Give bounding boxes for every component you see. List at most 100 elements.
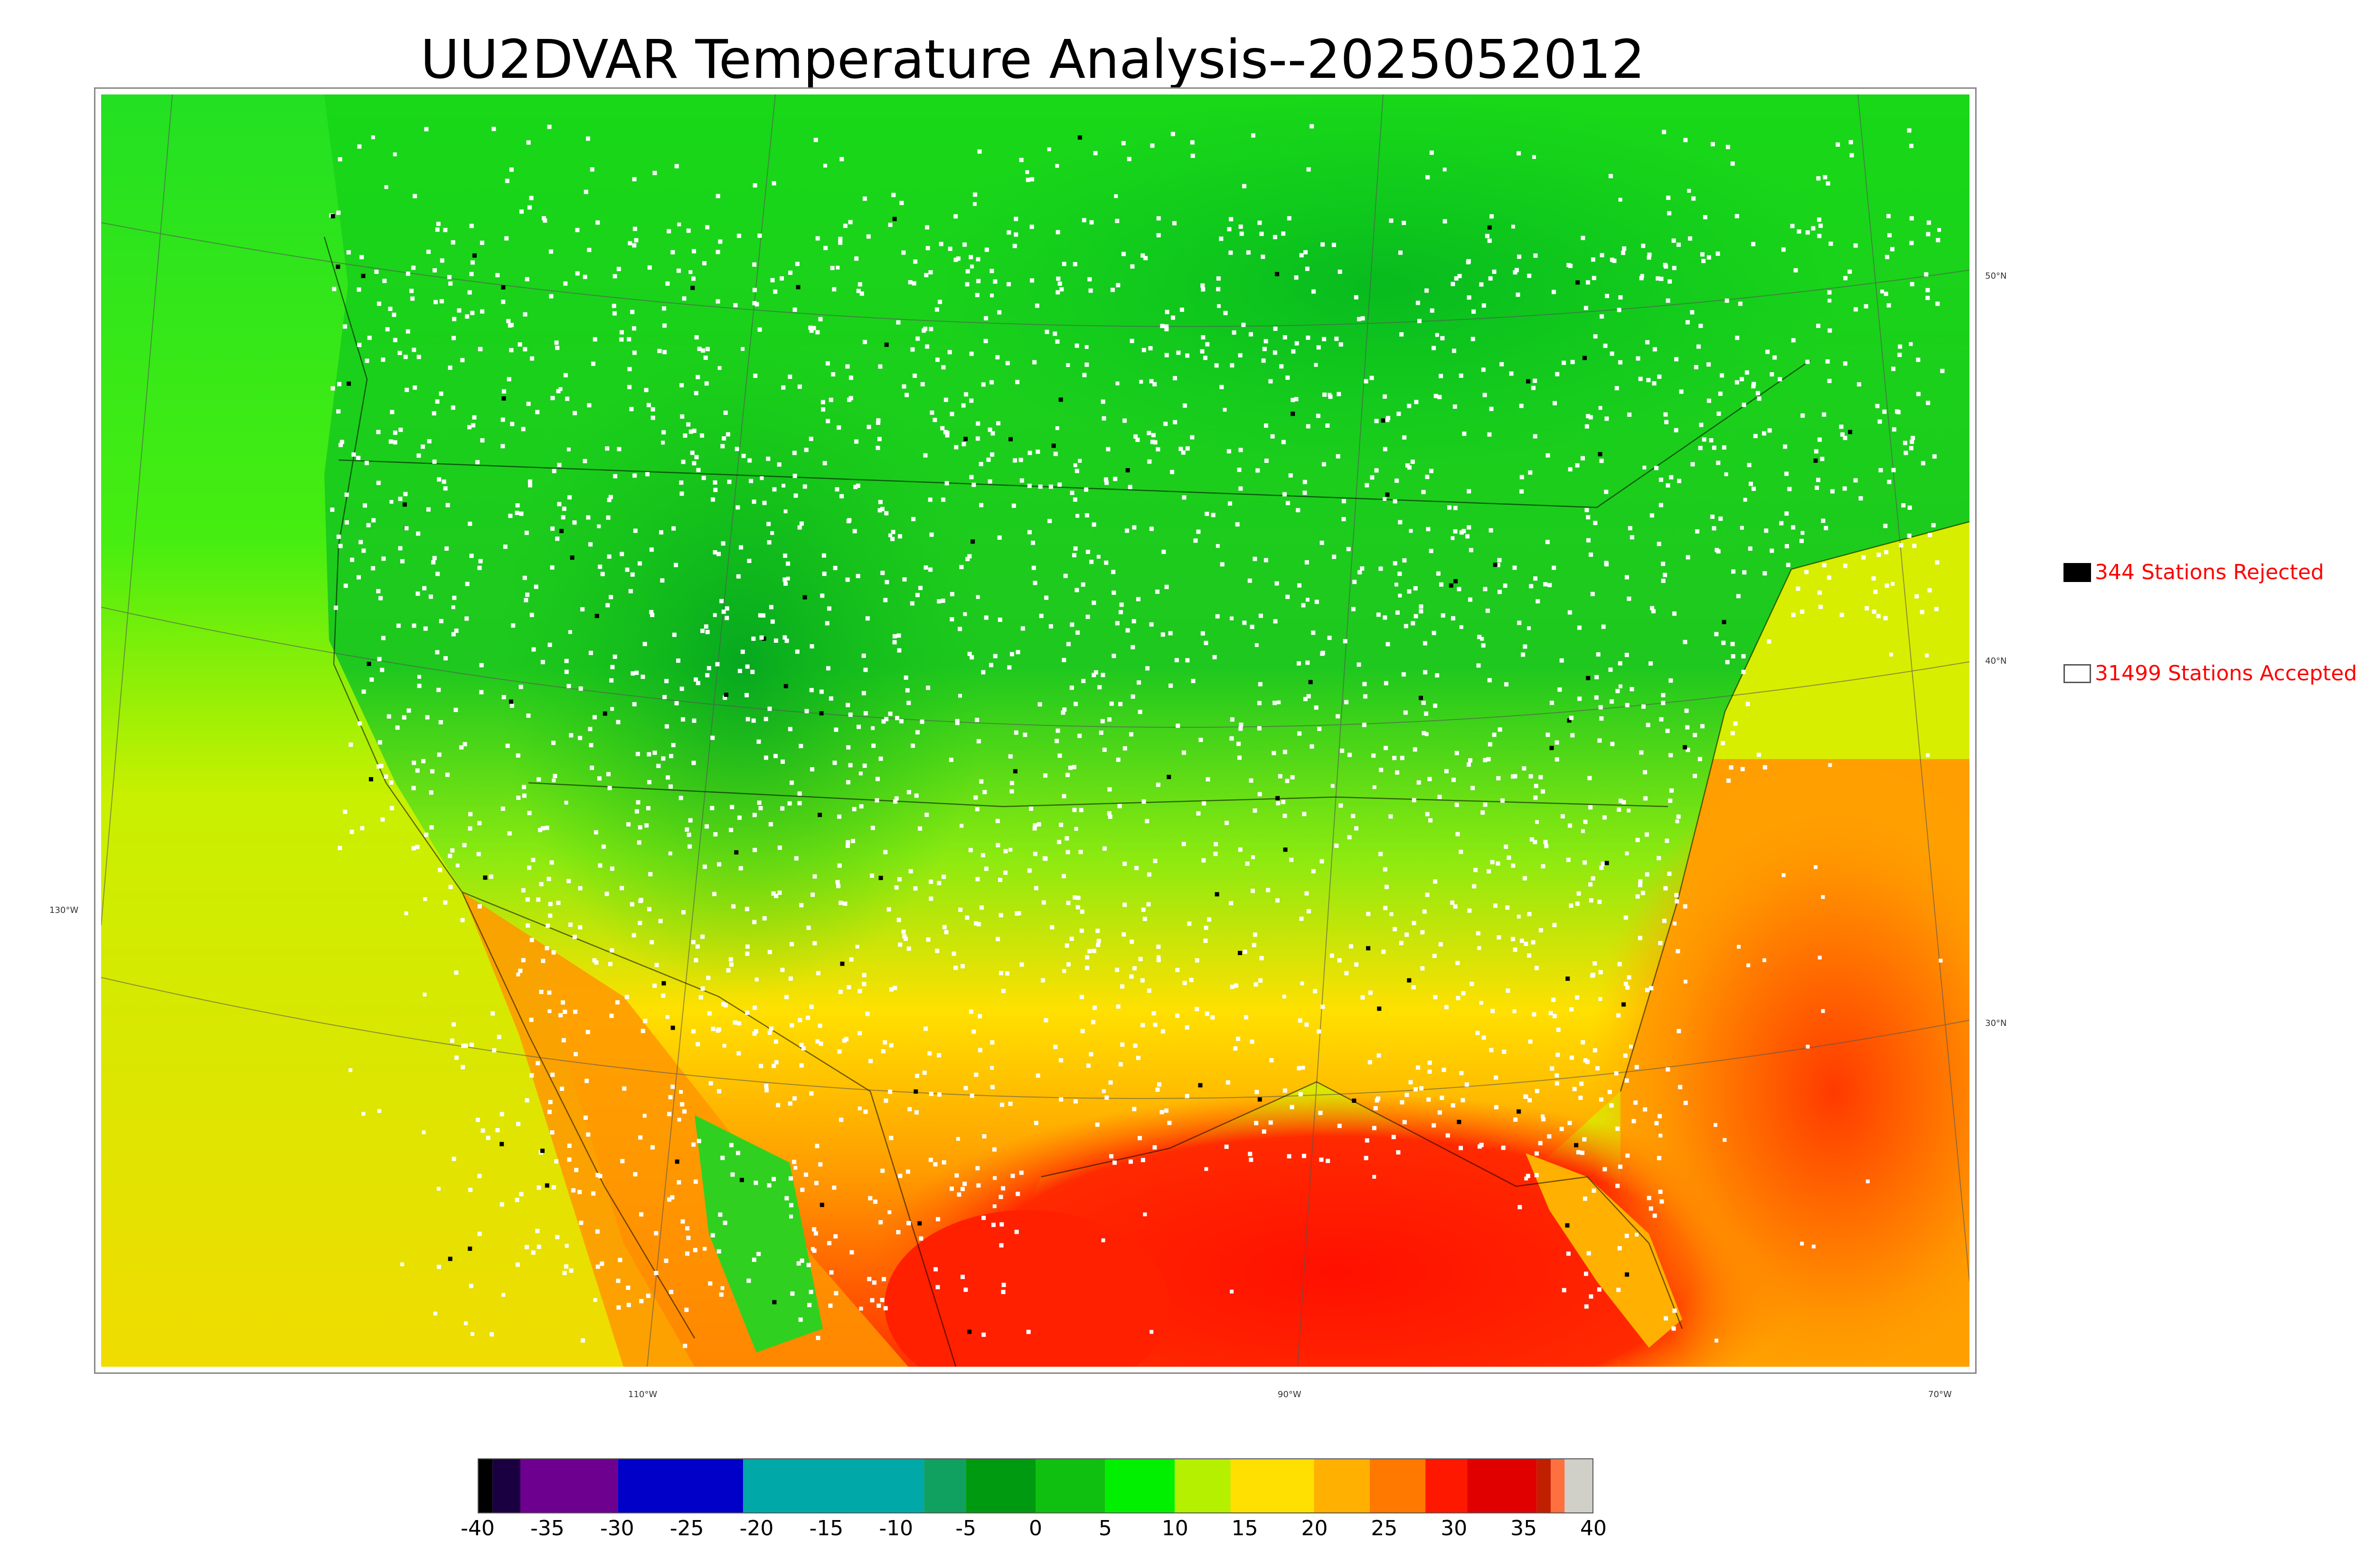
station-accepted [896,320,901,325]
station-accepted [914,793,919,798]
station-accepted [1185,1025,1189,1030]
station-accepted [600,572,605,576]
accepted-label: 31499 Stations Accepted [2095,661,2357,685]
station-accepted [519,209,524,214]
station-accepted [1479,282,1484,287]
station-accepted [961,1187,965,1192]
station-accepted [451,240,455,245]
station-accepted [846,840,850,845]
station-accepted [557,462,562,467]
station-accepted [1238,847,1243,852]
station-accepted [713,550,717,554]
station-accepted [929,879,933,884]
temperature-map [101,94,1969,1367]
station-accepted [713,613,717,617]
station-accepted [1072,553,1076,557]
station-accepted [1498,590,1502,594]
station-accepted [1451,1103,1455,1108]
station-accepted [1121,932,1126,937]
station-accepted [839,494,844,498]
station-accepted [792,1160,797,1164]
station-accepted [428,594,433,599]
map-panel[interactable]: 130°W 110°W 90°W 70°W 50°N 40°N 30°N [49,87,2007,1399]
colorbar-tick-label: -10 [879,1516,914,1540]
station-accepted [981,670,986,675]
station-accepted [1065,943,1069,948]
station-accepted [1440,1096,1444,1100]
station-accepted [1268,1120,1273,1125]
station-accepted [1413,614,1418,619]
station-accepted [1533,795,1538,800]
station-accepted [1625,703,1630,707]
station-accepted [1547,582,1552,587]
station-accepted [913,886,918,891]
station-accepted [1341,499,1346,504]
station-accepted [1282,492,1287,497]
station-accepted [1668,753,1673,758]
station-accepted [515,1262,520,1267]
station-accepted [810,644,814,648]
station-accepted [591,1191,596,1196]
station-accepted [1242,620,1247,625]
colorbar-band [743,1459,924,1512]
station-accepted [1080,910,1084,914]
colorbar-band [1536,1459,1551,1512]
station-accepted [754,977,759,982]
station-accepted [1588,805,1593,810]
colorbar-band [924,1459,966,1512]
station-accepted [1019,962,1024,967]
station-accepted [662,306,667,311]
station-accepted [703,1247,707,1251]
station-accepted [1901,503,1906,507]
station-accepted [406,708,411,713]
station-rejected [402,502,407,507]
station-accepted [1115,621,1120,626]
station-accepted [1649,1206,1653,1211]
station-accepted [1156,447,1160,451]
station-rejected [361,273,366,278]
station-accepted [1639,276,1644,281]
station-accepted [1589,1294,1593,1299]
station-accepted [1044,1018,1048,1023]
station-accepted [1818,956,1822,960]
station-accepted [525,1098,529,1103]
station-accepted [586,1132,591,1137]
station-accepted [1075,630,1080,635]
station-accepted [810,767,815,771]
station-accepted [1724,472,1728,477]
station-accepted [638,899,643,903]
station-accepted [1059,1097,1064,1102]
station-accepted [460,918,465,922]
station-accepted [1203,939,1208,943]
station-accepted [999,1222,1004,1227]
station-accepted [898,942,903,947]
station-accepted [684,1307,689,1312]
station-accepted [1142,917,1147,921]
station-accepted [1175,1014,1180,1018]
station-accepted [1800,413,1805,418]
station-accepted [1541,1114,1545,1118]
station-accepted [1130,939,1134,944]
station-accepted [990,431,995,436]
station-accepted [1586,538,1591,543]
station-accepted [1450,900,1455,905]
station-accepted [752,813,757,817]
station-accepted [798,1317,803,1322]
station-accepted [1721,741,1725,745]
station-accepted [1451,536,1455,540]
station-accepted [670,1195,675,1200]
station-accepted [652,983,657,988]
station-accepted [1628,526,1632,531]
station-accepted [1657,375,1662,379]
station-accepted [1924,272,1929,277]
station-accepted [942,874,946,879]
station-accepted [392,312,396,317]
station-accepted [1226,1080,1230,1085]
atlantic-warm [1587,759,1969,1367]
station-accepted [1421,490,1426,494]
station-accepted [452,595,457,600]
station-accepted [1586,414,1591,419]
station-accepted [1277,700,1281,704]
station-accepted [899,719,904,723]
station-accepted [764,755,768,760]
